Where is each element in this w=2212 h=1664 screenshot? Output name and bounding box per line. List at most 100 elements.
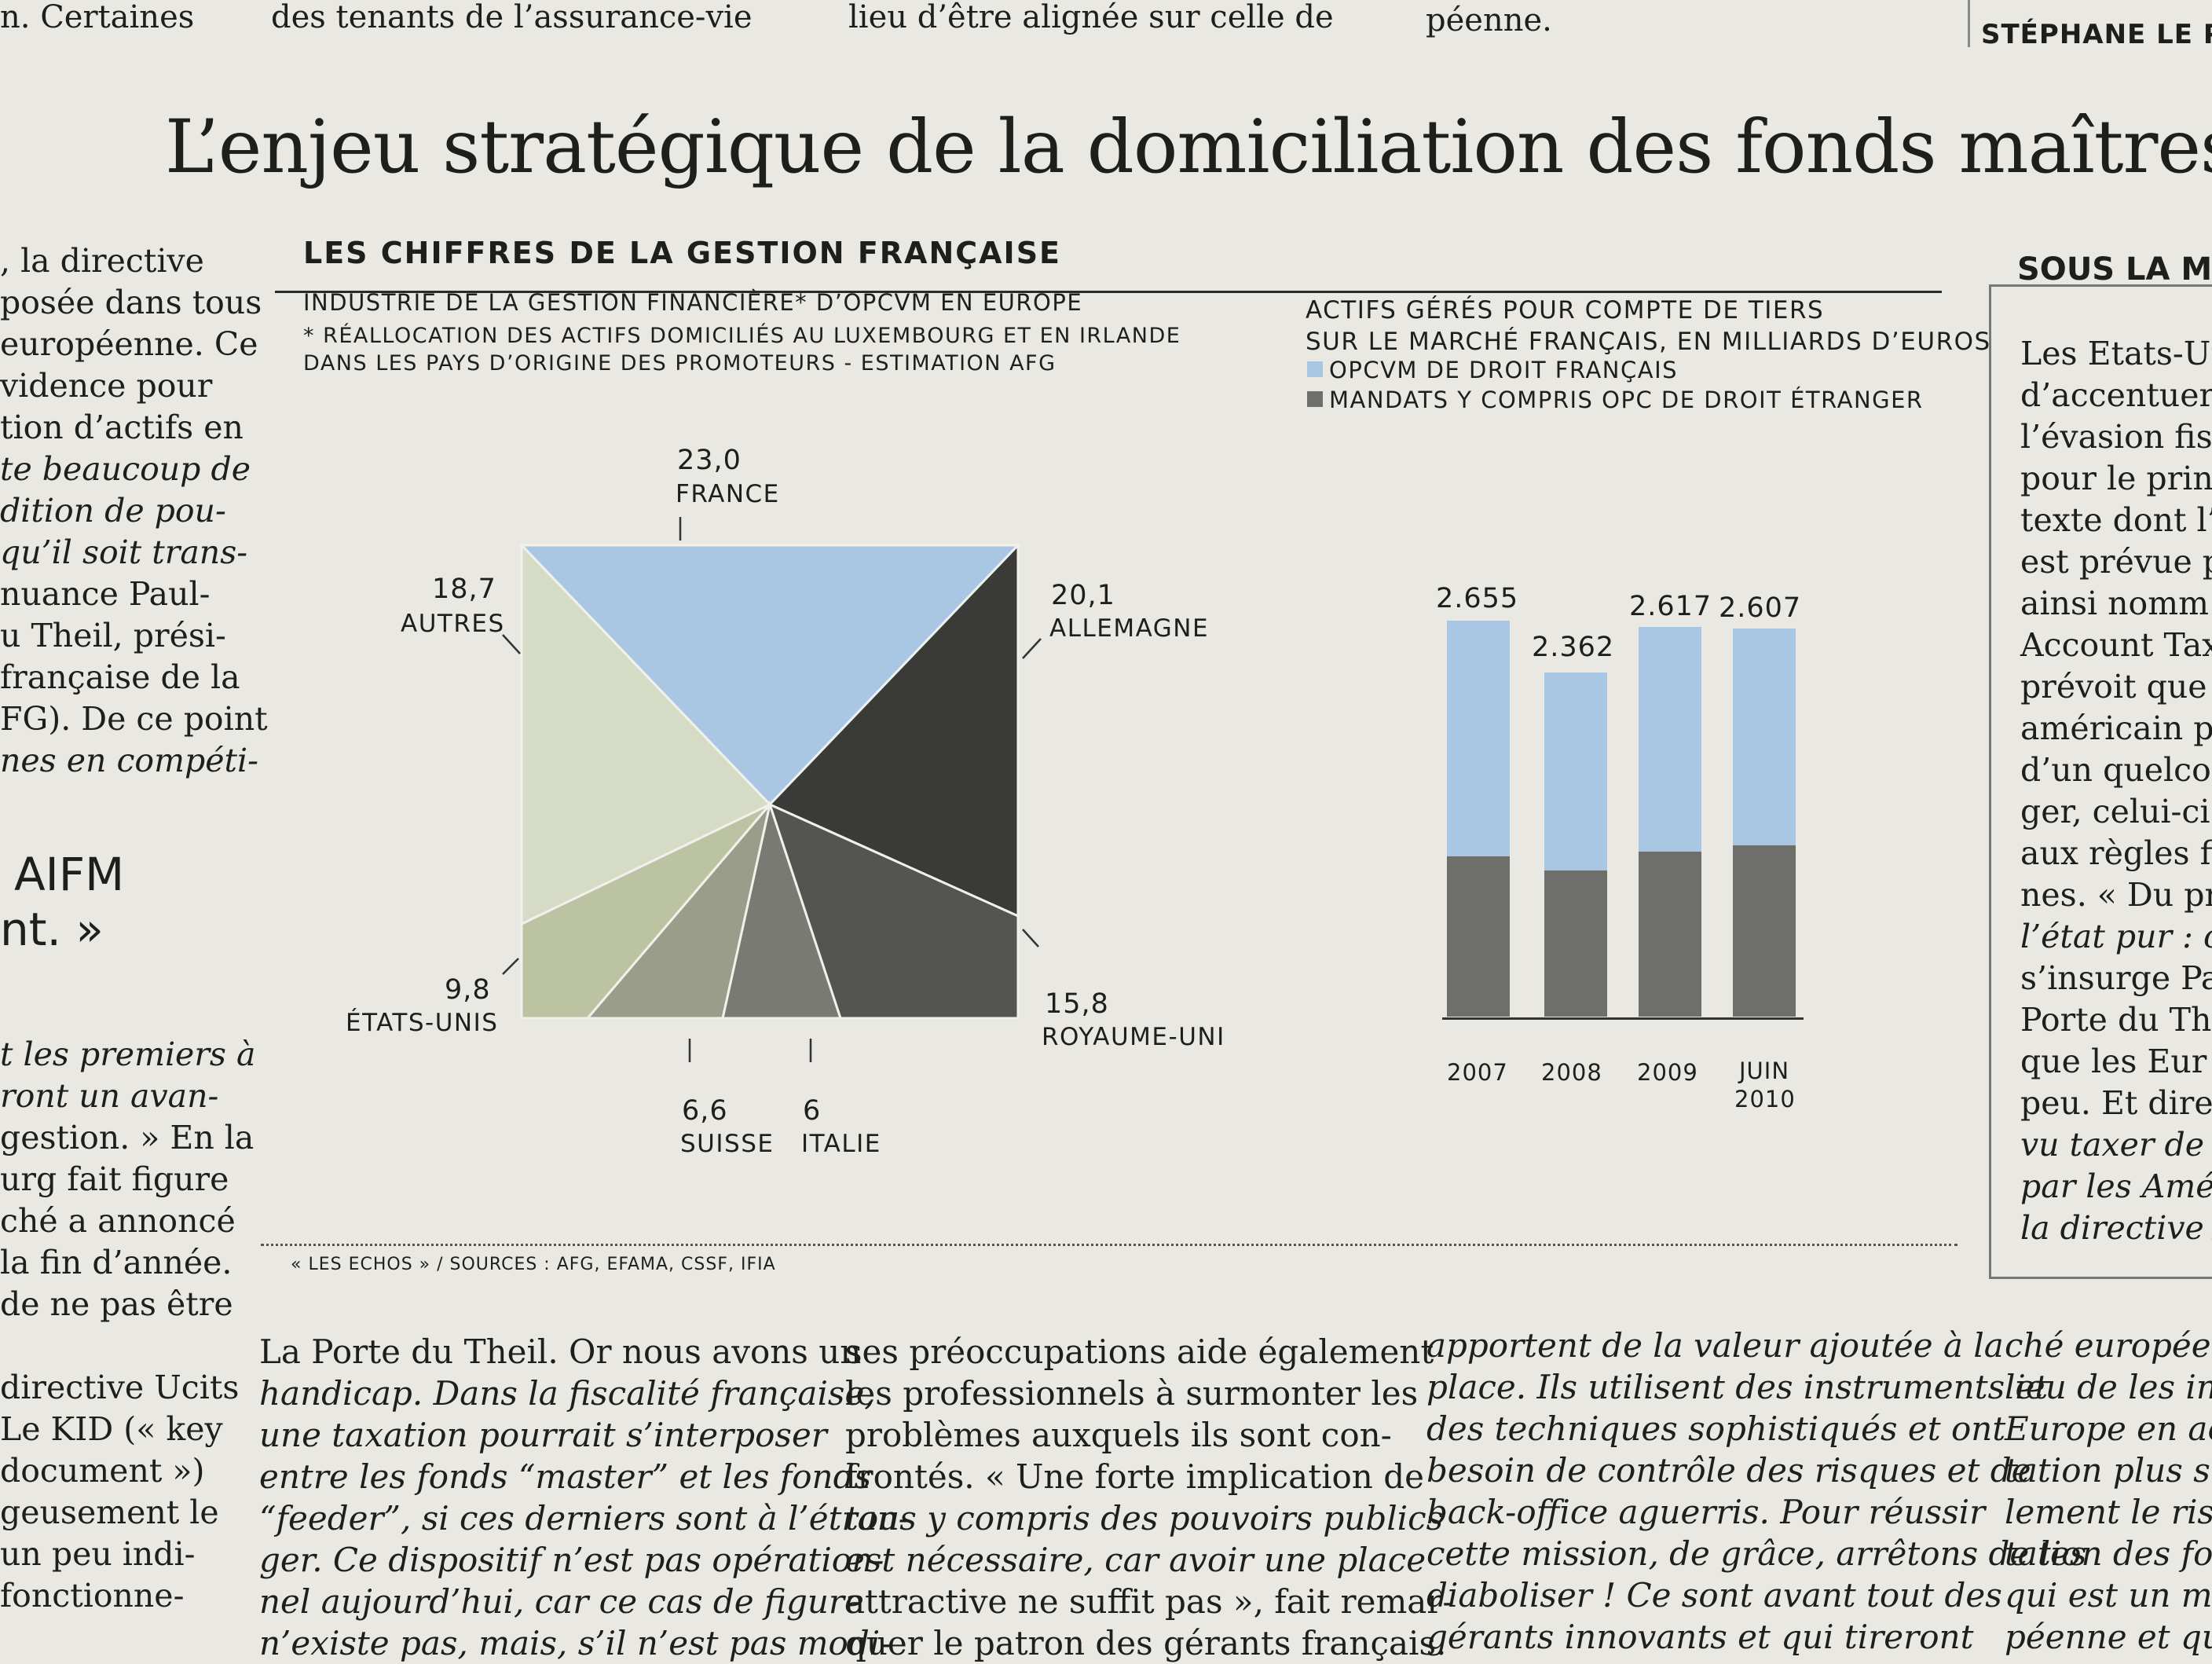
top-strip-text-4: péenne. <box>1426 2 1552 38</box>
bar-x-juin: JUIN <box>1739 1057 1790 1084</box>
sidebar-line: est prévue p <box>2020 543 2212 581</box>
pie-value-autres: 18,7 <box>432 574 496 605</box>
bar-2007-opcvm <box>1447 621 1510 856</box>
bottom-column-2-line: quer le patron des gérants français. <box>845 1624 1447 1662</box>
sidebar-title: SOUS LA ME <box>2017 251 2212 288</box>
sidebar-line: pour le print <box>2020 460 2212 497</box>
legend-label-mandats: MANDATS Y COMPRIS OPC DE DROIT ÉTRANGER <box>1329 387 1924 413</box>
left-column-lower-line: t les premiers à <box>0 1035 256 1073</box>
sidebar-line: d’un quelco <box>2020 751 2211 789</box>
left-column-lower-line: ront un avan- <box>0 1077 219 1115</box>
left-column-lower-line: ché a annoncé <box>0 1202 236 1240</box>
sidebar-line: Account Tax <box>2020 626 2212 664</box>
bottom-column-1-line: ger. Ce dispositif n’est pas opération- <box>259 1541 884 1579</box>
pie-label-france: FRANCE <box>676 480 780 508</box>
left-column-lower-line: de ne pas être <box>0 1285 233 1323</box>
left-column-lower-line: document ») <box>0 1452 205 1490</box>
pie-label-allemagne: ALLEMAGNE <box>1049 614 1210 643</box>
panel-top-rule <box>275 291 1942 293</box>
top-divider <box>1968 0 1970 47</box>
left-column-lower-line: la fin d’année. <box>0 1244 233 1281</box>
headline: L’enjeu stratégique de la domiciliation … <box>165 104 2212 190</box>
left-column-lower-line: urg fait figure <box>0 1160 229 1198</box>
aifm-line-2: nt. » <box>0 903 104 956</box>
bottom-column-3-line: cette mission, de grâce, arrêtons de les <box>1426 1534 2087 1573</box>
pie-label-italie: ITALIE <box>801 1130 881 1158</box>
pie-tick-etats-unis <box>502 958 519 975</box>
pie-note-2: DANS LES PAYS D’ORIGINE DES PROMOTEURS -… <box>303 351 1057 376</box>
left-column-line: posée dans tous <box>0 284 262 321</box>
bottom-column-1-line: entre les fonds “master” et les fonds <box>259 1457 872 1496</box>
pie-tick-allemagne <box>1022 638 1042 659</box>
bottom-column-2-line: attractive ne suffit pas », fait remar- <box>845 1582 1454 1621</box>
bottom-column-1-line: “feeder”, si ces derniers sont à l’étran… <box>259 1499 910 1538</box>
bottom-column-3-line: gérants innovants et qui tireront <box>1426 1618 1974 1656</box>
bar-baseline <box>1442 1017 1804 1020</box>
pie-label-suisse: SUISSE <box>680 1130 775 1158</box>
pie-value-allemagne: 20,1 <box>1051 580 1115 611</box>
top-strip-text-3: lieu d’être alignée sur celle de <box>848 0 1334 35</box>
sidebar-box <box>1989 284 2212 1279</box>
left-column-lower-line: Le KID (« key <box>0 1410 223 1448</box>
bar-subtitle-2: SUR LE MARCHÉ FRANÇAIS, EN MILLIARDS D’E… <box>1306 328 1991 356</box>
sidebar-line: l’état pur : c <box>2020 918 2212 955</box>
sidebar-line: s’insurge Pa <box>2020 959 2212 997</box>
bottom-column-3-line: place. Ils utilisent des instruments et <box>1426 1368 2049 1406</box>
left-column-line: dition de pou- <box>0 492 226 530</box>
left-column-line: vidence pour <box>0 367 213 405</box>
bottom-column-4-line: tation des fon <box>2005 1534 2212 1573</box>
bar-x-2010: 2010 <box>1734 1086 1796 1112</box>
bar-total-2010: 2.607 <box>1719 592 1802 624</box>
bar-x-2008: 2008 <box>1541 1059 1602 1086</box>
bar-subtitle-1: ACTIFS GÉRÉS POUR COMPTE DE TIERS <box>1306 296 1825 324</box>
top-strip-author: STÉPHANE LE PA <box>1981 19 2212 50</box>
panel-source: « LES ECHOS » / SOURCES : AFG, EFAMA, CS… <box>291 1255 776 1274</box>
pie-tick-autres <box>502 634 521 654</box>
bottom-column-4-line: tation plus stri <box>2005 1451 2212 1490</box>
left-column-lower-line: gestion. » En la <box>0 1119 255 1156</box>
left-column-upper: , la directive posée dans tous européenne.… <box>0 240 268 782</box>
bottom-column-1-line: n’existe pas, mais, s’il n’est pas modi- <box>259 1624 892 1662</box>
pie-note-1: * RÉALLOCATION DES ACTIFS DOMICILIÉS AU … <box>303 324 1181 348</box>
sidebar-line: Porte du Th <box>2020 1001 2212 1039</box>
bottom-column-2-line: les professionnels à surmonter les <box>845 1374 1419 1413</box>
pie-value-etats-unis: 9,8 <box>445 974 491 1006</box>
left-column-lower-line: un peu indi- <box>0 1535 196 1573</box>
left-column-line: qu’il soit trans- <box>0 533 248 571</box>
bottom-column-3: apportent de la valeur ajoutée à la place… <box>1426 1325 2086 1658</box>
pie-subtitle: INDUSTRIE DE LA GESTION FINANCIÈRE* D’OP… <box>303 289 1083 316</box>
bottom-column-1-line: La Porte du Theil. Or nous avons un <box>259 1332 862 1371</box>
bottom-column-3-line: apportent de la valeur ajoutée à la <box>1426 1326 2004 1365</box>
left-column-line: u Theil, prési- <box>0 617 226 654</box>
left-column-lower-line: geusement le <box>0 1494 219 1531</box>
bar-2009-mandats <box>1639 852 1701 1017</box>
left-column-line: nuance Paul- <box>0 575 211 613</box>
sidebar-line: Les Etats-Un <box>2020 335 2212 372</box>
bar-total-2008: 2.362 <box>1532 632 1615 663</box>
sidebar-line: vu taxer de <box>2020 1126 2205 1164</box>
pie-label-etats-unis: ÉTATS-UNIS <box>346 1009 499 1037</box>
bar-2008-opcvm <box>1544 673 1607 870</box>
legend-swatch-mandats <box>1307 391 1323 407</box>
sidebar-line: d’accentuer l <box>2020 376 2212 414</box>
left-column-lower-line: directive Ucits <box>0 1369 240 1406</box>
bottom-column-4-line: péenne et que <box>2005 1618 2212 1656</box>
bottom-column-2-line: frontés. « Une forte implication de <box>845 1457 1424 1496</box>
left-column-line: FG). De ce point <box>0 700 268 738</box>
bar-x-2007: 2007 <box>1447 1059 1508 1086</box>
pie-label-autres: AUTRES <box>401 610 505 638</box>
bar-2010-mandats <box>1733 845 1796 1017</box>
bottom-column-2-line: problèmes auxquels ils sont con- <box>845 1416 1392 1454</box>
left-column-line: nes en compéti- <box>0 742 258 779</box>
pie-value-france: 23,0 <box>677 445 742 476</box>
bar-2009-opcvm <box>1639 627 1701 852</box>
bottom-column-1-line: handicap. Dans la fiscalité française, <box>259 1374 875 1413</box>
pie-tick-royaume-uni <box>1022 929 1039 947</box>
aifm-quote: AIFM nt. » <box>0 847 124 957</box>
bar-total-2007: 2.655 <box>1436 583 1519 614</box>
bar-2007-mandats <box>1447 856 1510 1017</box>
pie-value-suisse: 6,6 <box>682 1095 728 1127</box>
bottom-column-3-line: diaboliser ! Ce sont avant tout des <box>1426 1576 2002 1615</box>
